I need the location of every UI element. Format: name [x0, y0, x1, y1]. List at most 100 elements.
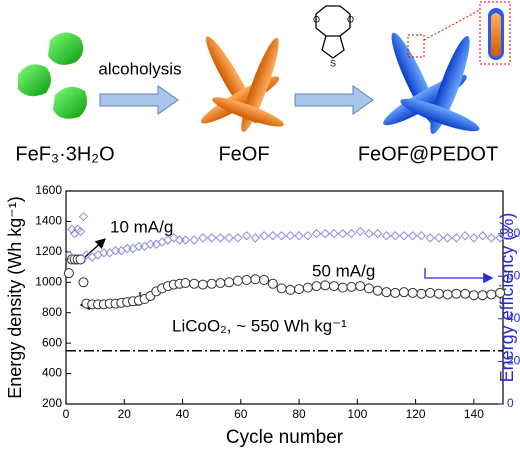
x-tick-label: 0 — [63, 407, 70, 421]
efficiency-point — [495, 233, 505, 243]
x-tick-label: 20 — [118, 407, 132, 421]
efficiency-point — [64, 250, 74, 260]
y2-tick-label: 60 — [507, 268, 520, 282]
efficiency-point — [346, 228, 357, 239]
x-tick-label: 80 — [292, 407, 306, 421]
density-point — [337, 282, 348, 293]
x-tick-label: 40 — [176, 407, 190, 421]
density-point — [197, 279, 208, 290]
density-point — [381, 287, 392, 298]
density-point — [477, 290, 488, 301]
particle — [18, 64, 51, 97]
density-point — [224, 277, 235, 288]
material-label: FeF₃·3H₂O — [15, 143, 114, 165]
efficiency-point — [477, 231, 488, 241]
density-point — [311, 281, 322, 292]
efficiency-point — [169, 233, 179, 243]
x-tick-label: 60 — [234, 407, 248, 421]
efficiency-point — [442, 233, 453, 243]
efficiency-point — [81, 250, 92, 260]
edot-structure: O O S — [313, 5, 354, 68]
density-point — [372, 285, 383, 296]
material-label: FeOF — [218, 143, 269, 165]
density-point — [259, 275, 270, 286]
rods-blue — [383, 1, 511, 134]
density-point — [180, 278, 191, 289]
y-tick-label: 1600 — [35, 183, 62, 197]
y-axis-label: Energy density (Wh kg⁻¹) — [5, 196, 25, 399]
density-point — [189, 278, 200, 289]
plot-frame — [65, 190, 504, 405]
efficiency-point — [285, 231, 296, 241]
density-point — [390, 287, 401, 298]
efficiency-point — [329, 228, 339, 239]
x-tick-label: 120 — [406, 407, 426, 421]
efficiency-point — [320, 228, 330, 239]
efficiency-point — [215, 233, 226, 243]
y-tick-label: 1200 — [35, 244, 62, 258]
y-tick-label: 800 — [42, 305, 62, 319]
density-point — [320, 280, 331, 291]
efficiency-point — [180, 235, 191, 245]
material-label: FeOF@PEDOT — [358, 143, 498, 165]
density-point — [241, 275, 252, 286]
efficiency-point — [311, 228, 322, 239]
rods-orange — [200, 36, 284, 133]
density-point — [407, 287, 418, 298]
annotation: 50 mA/g — [312, 261, 375, 280]
scheme: alcoholysis O O S FeF₃·3H₂O FeOF FeOF — [15, 1, 511, 165]
particle — [48, 32, 84, 65]
density-point — [276, 283, 287, 294]
x-axis-label: Cycle number — [226, 427, 344, 448]
y2-tick-label: 0 — [507, 396, 514, 410]
efficiency-point — [416, 231, 427, 241]
efficiency-point — [303, 231, 313, 241]
efficiency-point — [434, 233, 444, 243]
arrow — [294, 85, 374, 115]
efficiency-point — [294, 231, 304, 241]
density-point — [250, 274, 261, 285]
density-point — [416, 288, 427, 299]
svg-text:O: O — [347, 14, 354, 24]
efficiency-point — [250, 233, 261, 243]
efficiency-point — [78, 211, 89, 222]
efficiency-point — [469, 233, 479, 243]
efficiency-point — [355, 226, 365, 237]
density-point — [63, 268, 74, 279]
density-point — [442, 289, 453, 300]
density-point — [302, 282, 313, 293]
efficiency-point — [198, 233, 208, 243]
svg-text:S: S — [330, 58, 336, 68]
y2-tick-label: 80 — [507, 226, 520, 240]
annotation: 10 mA/g — [110, 217, 173, 236]
density-point — [398, 287, 409, 298]
density-point — [355, 281, 366, 292]
density-point — [346, 281, 357, 292]
density-point — [215, 278, 226, 289]
efficiency-point — [338, 228, 348, 239]
particle — [53, 86, 87, 119]
density-point — [267, 278, 278, 289]
y2-tick-label: 40 — [507, 311, 520, 325]
efficiency-point — [241, 231, 252, 241]
x-tick-label: 140 — [464, 407, 484, 421]
density-point — [285, 284, 296, 295]
y2-axis-label: Energy efficiency (%) — [497, 213, 517, 383]
efficiency-point — [268, 231, 278, 241]
chart: 0 20 40 60 80 100 120 1402004006008001000120014… — [5, 183, 520, 448]
efficiency-point — [399, 231, 409, 241]
density-point — [486, 289, 497, 300]
density-point — [78, 277, 89, 288]
efficiency-point — [425, 233, 435, 243]
density-point — [451, 288, 462, 299]
efficiency-point — [206, 233, 217, 243]
annotation-arrow — [83, 238, 106, 259]
efficiency-point — [189, 235, 199, 245]
y-tick-label: 400 — [42, 366, 62, 380]
y-tick-label: 1000 — [35, 274, 62, 288]
efficiency-point — [224, 233, 234, 243]
y-tick-label: 200 — [42, 396, 62, 410]
density-point — [363, 283, 374, 294]
efficiency-point — [233, 233, 243, 243]
